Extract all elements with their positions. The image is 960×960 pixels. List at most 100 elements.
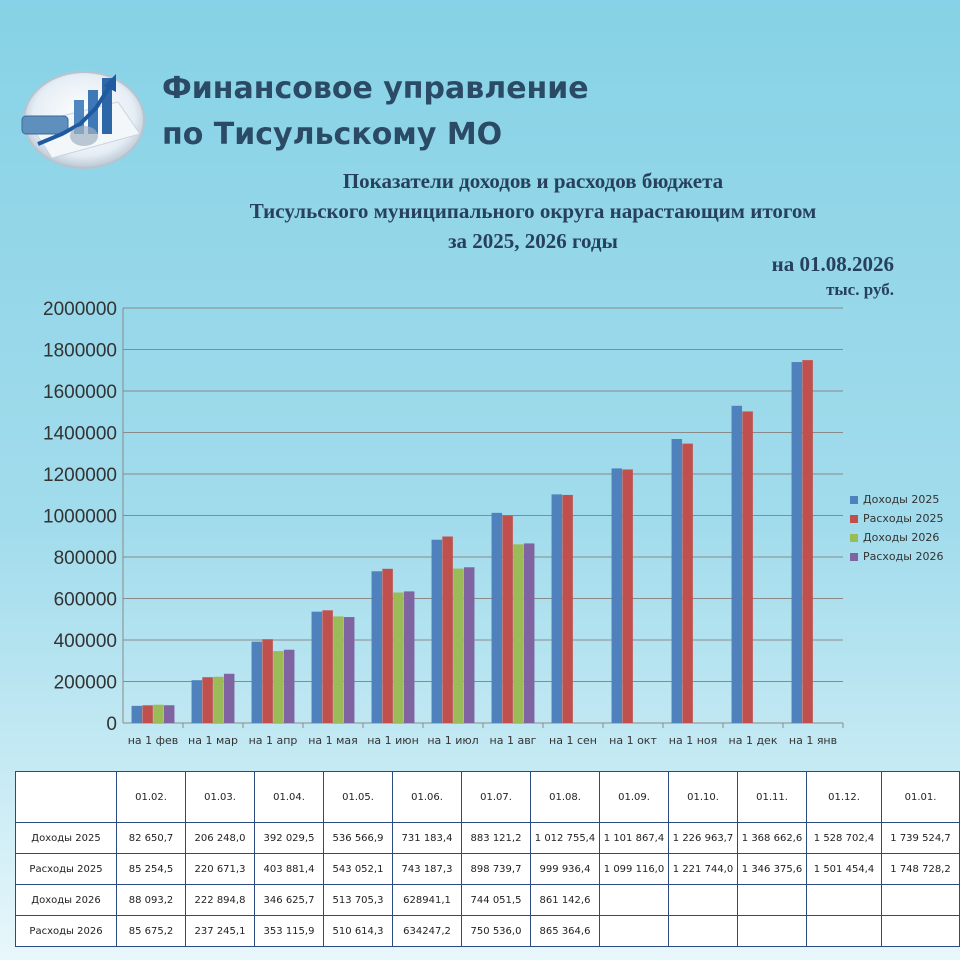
bar <box>742 411 753 723</box>
table-cell: 513 705,3 <box>323 884 393 916</box>
table-header-cell <box>15 771 117 823</box>
table-cell <box>806 884 882 916</box>
table-cell: 510 614,3 <box>323 915 393 947</box>
bar <box>153 704 164 723</box>
table-cell: 1 101 867,4 <box>599 822 669 854</box>
table-cell: 403 881,4 <box>254 853 324 885</box>
table-cell <box>737 884 807 916</box>
table-header-cell: 01.02. <box>116 771 186 823</box>
bar <box>622 469 633 723</box>
table-cell: 861 142,6 <box>530 884 600 916</box>
table-cell: 999 936,4 <box>530 853 600 885</box>
table-cell: 750 536,0 <box>461 915 531 947</box>
bar <box>523 543 535 723</box>
bar <box>682 443 693 723</box>
bar <box>551 494 563 723</box>
x-tick-label: на 1 июн <box>367 734 419 747</box>
table-row-label: Расходы 2026 <box>15 915 117 947</box>
table-cell: 1 226 963,7 <box>668 822 738 854</box>
table-row-label: Расходы 2025 <box>15 853 117 885</box>
table-row: Доходы 2025 82 650,7 206 248,0 392 029,5 536… <box>15 822 960 854</box>
table-row: Доходы 2026 88 093,2 222 894,8 346 625,7 513… <box>15 884 960 916</box>
bar <box>322 610 333 723</box>
legend-item: Расходы 2025 <box>850 509 943 528</box>
table-header-cell: 01.09. <box>599 771 669 823</box>
x-tick-label: на 1 апр <box>249 734 298 747</box>
y-tick-label: 2000000 <box>43 299 117 320</box>
data-table: 01.02. 01.03. 01.04. 01.05. 01.06. 01.07. 01.0… <box>15 771 960 947</box>
bar <box>463 567 475 723</box>
bar <box>371 571 383 723</box>
bar <box>343 617 355 723</box>
table-header-cell: 01.08. <box>530 771 600 823</box>
table-header-cell: 01.11. <box>737 771 807 823</box>
x-tick-label: на 1 авг <box>490 734 537 747</box>
bar <box>491 512 503 723</box>
legend-label: Расходы 2025 <box>863 512 944 525</box>
legend-item: Доходы 2025 <box>850 490 943 509</box>
chart-title-line2: Тисульского муниципального округа нараст… <box>249 199 817 223</box>
y-tick-label: 1600000 <box>43 382 117 403</box>
table-row: Расходы 2026 85 675,2 237 245,1 353 115,9 51… <box>15 915 960 947</box>
bar <box>251 641 263 723</box>
table-row-label: Доходы 2026 <box>15 884 117 916</box>
table-cell <box>599 915 669 947</box>
y-tick-label: 1200000 <box>43 465 117 486</box>
x-tick-label: на 1 фев <box>128 734 179 747</box>
table-row: Расходы 2025 85 254,5 220 671,3 403 881,4 54… <box>15 853 960 885</box>
bar <box>802 360 813 723</box>
chart-title-line3: за 2025, 2026 годы <box>448 229 618 253</box>
chart-title: Показатели доходов и расходов бюджета Ти… <box>100 166 960 256</box>
table-cell <box>881 884 960 916</box>
finance-chart-logo-icon <box>21 71 145 169</box>
bar <box>393 592 404 723</box>
table-cell: 1 099 116,0 <box>599 853 669 885</box>
x-tick-label: на 1 сен <box>549 734 597 747</box>
bar-chart: 0 200000 400000 600000 800000 1000000 1200000 1… <box>43 299 844 747</box>
bar <box>142 705 153 723</box>
bar <box>213 676 224 723</box>
x-tick-label: на 1 июл <box>427 734 478 747</box>
bar <box>223 673 235 723</box>
legend-swatch <box>850 514 858 523</box>
bar <box>791 362 803 723</box>
bar <box>202 677 213 723</box>
table-header-cell: 01.04. <box>254 771 324 823</box>
bar <box>163 705 175 723</box>
y-tick-label: 800000 <box>54 548 117 569</box>
bar <box>403 591 415 723</box>
bar <box>273 651 284 723</box>
table-cell: 82 650,7 <box>116 822 186 854</box>
y-tick-label: 600000 <box>54 590 117 611</box>
table-cell: 88 093,2 <box>116 884 186 916</box>
table-cell: 220 671,3 <box>185 853 255 885</box>
bar <box>191 680 203 723</box>
table-header-cell: 01.12. <box>806 771 882 823</box>
organization-title-line2: по Тисульскому МО <box>162 117 503 152</box>
table-cell: 543 052,1 <box>323 853 393 885</box>
y-tick-label: 200000 <box>54 673 117 694</box>
chart-legend: Доходы 2025 Расходы 2025 Доходы 2026 Расход… <box>850 490 943 566</box>
x-tick-label: на 1 ноя <box>669 734 717 747</box>
x-tick-label: на 1 дек <box>729 734 778 747</box>
table-cell: 222 894,8 <box>185 884 255 916</box>
table-cell: 85 675,2 <box>116 915 186 947</box>
table-cell: 865 364,6 <box>530 915 600 947</box>
table-cell: 353 115,9 <box>254 915 324 947</box>
bar <box>731 405 743 723</box>
legend-swatch <box>850 533 858 542</box>
table-row-label: Доходы 2025 <box>15 822 117 854</box>
bar <box>453 568 464 723</box>
table-header-cell: 01.07. <box>461 771 531 823</box>
table-cell <box>668 884 738 916</box>
table-header-row: 01.02. 01.03. 01.04. 01.05. 01.06. 01.07. 01.0… <box>15 771 960 823</box>
bar <box>262 639 273 723</box>
table-cell <box>599 884 669 916</box>
table-header-cell: 01.10. <box>668 771 738 823</box>
legend-item: Доходы 2026 <box>850 528 943 547</box>
table-cell: 883 121,2 <box>461 822 531 854</box>
bar <box>131 705 143 723</box>
table-cell: 744 051,5 <box>461 884 531 916</box>
x-tick-label: на 1 янв <box>789 734 837 747</box>
bar <box>502 515 513 723</box>
